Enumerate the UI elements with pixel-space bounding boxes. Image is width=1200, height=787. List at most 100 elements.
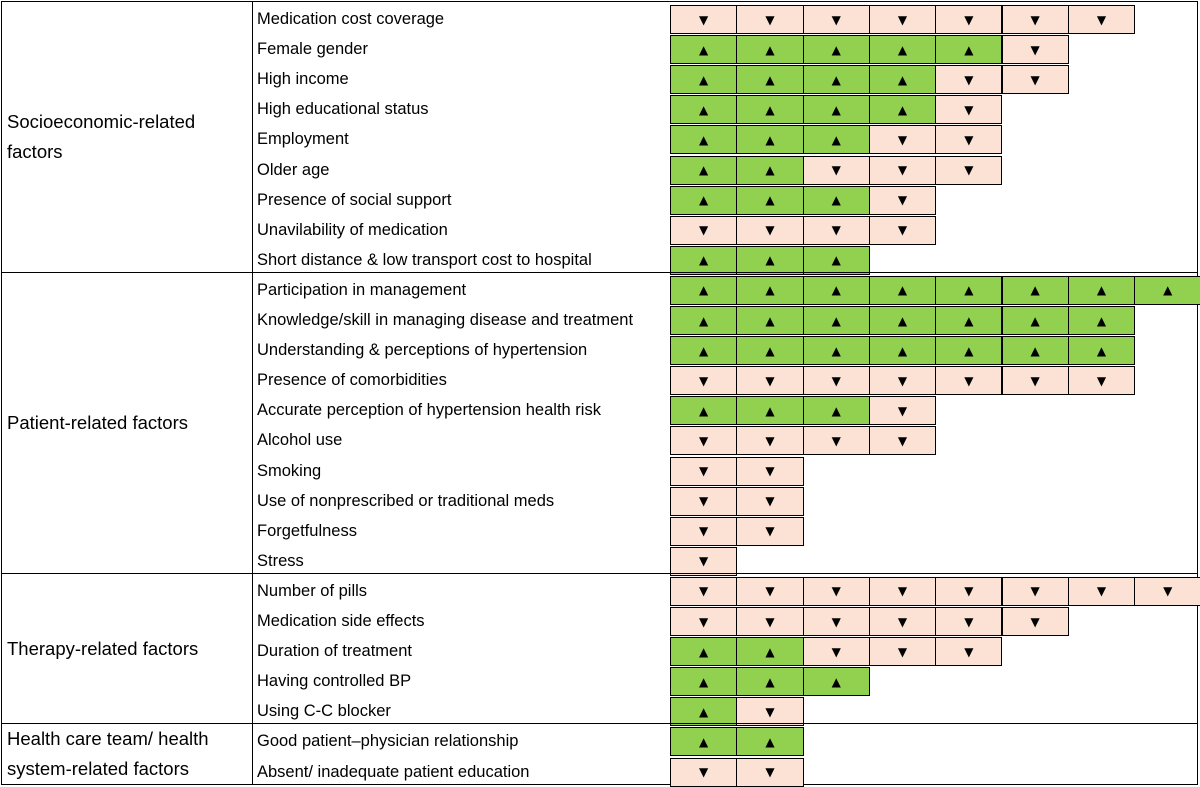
arrow-up-icon: ▲ xyxy=(699,132,709,147)
increase-cell: ▲ xyxy=(868,275,937,305)
decrease-cell: ▼ xyxy=(1001,65,1069,95)
arrow-down-icon: ▼ xyxy=(699,433,709,448)
increase-cell: ▲ xyxy=(736,275,804,305)
factor-label: Older age xyxy=(257,160,330,179)
arrow-down-icon: ▼ xyxy=(831,12,841,27)
factor-label: Using C-C blocker xyxy=(257,702,391,721)
arrow-up-icon: ▲ xyxy=(699,163,709,177)
arrow-up-icon: ▲ xyxy=(897,313,908,328)
arrow-down-icon: ▼ xyxy=(1030,373,1040,388)
increase-cell: ▲ xyxy=(670,35,738,65)
arrow-down-icon: ▼ xyxy=(1030,614,1040,629)
decrease-cell: ▼ xyxy=(670,757,738,787)
increase-cell: ▲ xyxy=(1067,336,1136,366)
arrow-up-icon: ▲ xyxy=(831,283,841,298)
arrow-up-icon: ▲ xyxy=(831,253,841,268)
arrow-up-icon: ▲ xyxy=(765,343,775,358)
arrow-up-icon: ▲ xyxy=(897,102,908,117)
increase-cell: ▲ xyxy=(736,125,804,155)
arrow-down-icon: ▼ xyxy=(897,373,908,388)
arrow-down-icon: ▼ xyxy=(897,132,908,147)
arrow-up-icon: ▲ xyxy=(831,193,841,208)
decrease-cell: ▼ xyxy=(868,396,937,426)
arrow-up-icon: ▲ xyxy=(765,193,775,208)
decrease-cell: ▼ xyxy=(802,607,870,636)
arrow-down-icon: ▼ xyxy=(897,403,908,418)
increase-cell: ▲ xyxy=(736,245,804,275)
arrow-up-icon: ▲ xyxy=(765,42,775,57)
decrease-cell: ▼ xyxy=(1001,5,1069,34)
arrow-up-icon: ▲ xyxy=(831,42,841,57)
arrow-down-icon: ▼ xyxy=(1096,584,1107,599)
arrow-up-icon: ▲ xyxy=(699,734,709,749)
increase-cell: ▲ xyxy=(1001,306,1069,335)
arrow-up-icon: ▲ xyxy=(1163,283,1173,298)
arrow-down-icon: ▼ xyxy=(964,584,974,599)
arrow-down-icon: ▼ xyxy=(699,765,709,779)
arrow-down-icon: ▼ xyxy=(699,524,709,539)
arrow-up-icon: ▲ xyxy=(765,644,775,659)
arrow-up-icon: ▲ xyxy=(1096,283,1107,298)
arrow-up-icon: ▲ xyxy=(699,42,709,57)
category-cell: Socioeconomic-related factors xyxy=(1,1,252,273)
arrow-down-icon: ▼ xyxy=(699,12,709,27)
arrow-down-icon: ▼ xyxy=(1096,12,1107,27)
arrow-up-icon: ▲ xyxy=(1096,313,1107,328)
increase-cell: ▲ xyxy=(802,125,870,155)
arrow-up-icon: ▲ xyxy=(699,253,709,268)
decrease-cell: ▼ xyxy=(1001,35,1069,65)
increase-cell: ▲ xyxy=(670,727,738,757)
arrow-up-icon: ▲ xyxy=(699,403,709,418)
arrow-up-icon: ▲ xyxy=(765,313,775,328)
decrease-cell: ▼ xyxy=(736,516,804,546)
arrow-up-icon: ▲ xyxy=(1030,283,1040,298)
increase-cell: ▲ xyxy=(670,155,738,185)
arrow-down-icon: ▼ xyxy=(1030,12,1040,27)
decrease-cell: ▼ xyxy=(868,185,937,215)
increase-cell: ▲ xyxy=(736,155,804,185)
increase-cell: ▲ xyxy=(802,306,870,335)
decrease-cell: ▼ xyxy=(670,5,738,34)
arrow-up-icon: ▲ xyxy=(765,72,775,87)
increase-cell: ▲ xyxy=(802,65,870,95)
increase-cell: ▲ xyxy=(802,95,870,125)
decrease-cell: ▼ xyxy=(935,65,1003,95)
decrease-cell: ▼ xyxy=(1001,607,1069,636)
arrow-up-icon: ▲ xyxy=(765,283,775,298)
decrease-cell: ▼ xyxy=(868,426,937,456)
decrease-cell: ▼ xyxy=(670,576,738,606)
decrease-cell: ▼ xyxy=(736,757,804,787)
increase-cell: ▲ xyxy=(736,185,804,215)
decrease-cell: ▼ xyxy=(935,637,1003,667)
factor-label: Absent/ inadequate patient education xyxy=(257,762,530,781)
decrease-cell: ▼ xyxy=(868,125,937,155)
decrease-cell: ▼ xyxy=(802,5,870,34)
arrow-up-icon: ▲ xyxy=(897,343,908,358)
increase-cell: ▲ xyxy=(802,275,870,305)
decrease-cell: ▼ xyxy=(736,366,804,396)
decrease-cell: ▼ xyxy=(736,426,804,456)
increase-cell: ▲ xyxy=(868,306,937,335)
arrow-up-icon: ▲ xyxy=(831,403,841,418)
arrow-up-icon: ▲ xyxy=(831,72,841,87)
arrow-up-icon: ▲ xyxy=(765,734,775,749)
decrease-cell: ▼ xyxy=(670,516,738,546)
arrow-down-icon: ▼ xyxy=(831,644,841,659)
arrow-down-icon: ▼ xyxy=(1163,584,1173,599)
decrease-cell: ▼ xyxy=(670,546,738,576)
factor-label: Medication cost coverage xyxy=(257,10,445,28)
arrow-up-icon: ▲ xyxy=(699,102,709,117)
decrease-cell: ▼ xyxy=(670,486,738,516)
increase-cell: ▲ xyxy=(736,35,804,65)
arrow-down-icon: ▼ xyxy=(964,373,974,388)
arrow-up-icon: ▲ xyxy=(699,704,709,719)
factor-label: Knowledge/skill in managing disease and … xyxy=(257,311,634,329)
factor-label: Number of pills xyxy=(257,581,368,600)
increase-cell: ▲ xyxy=(1067,306,1136,335)
decrease-cell: ▼ xyxy=(670,607,738,636)
factor-label: Understanding & perceptions of hypertens… xyxy=(257,341,588,360)
decrease-cell: ▼ xyxy=(802,426,870,456)
increase-cell: ▲ xyxy=(935,306,1003,335)
decrease-cell: ▼ xyxy=(868,366,937,396)
